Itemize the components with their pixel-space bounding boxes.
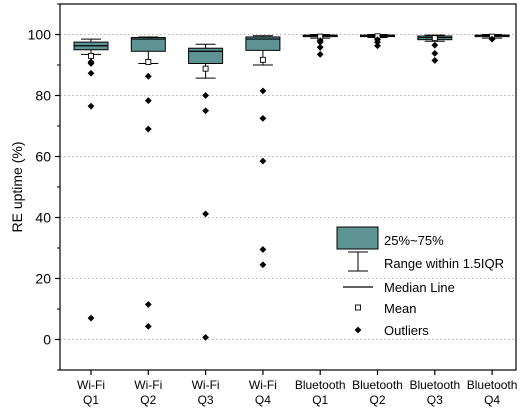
box-group: [474, 33, 510, 43]
box-group: [130, 36, 166, 330]
x-tick-label-line2: Q1: [312, 393, 328, 407]
outlier-point: [87, 314, 95, 322]
x-tick-label-line2: Q4: [484, 393, 500, 407]
outlier-point: [259, 246, 267, 253]
outlier-point: [316, 50, 324, 58]
x-tick-label-line1: Bluetooth: [352, 378, 403, 392]
x-tick-label-line1: Bluetooth: [409, 378, 460, 392]
box-iqr: [188, 47, 224, 64]
outlier-point: [374, 42, 381, 50]
box-group: [417, 34, 453, 64]
legend-mean-marker: [355, 304, 361, 311]
legend-label: Mean: [384, 301, 417, 316]
outlier-point: [87, 102, 95, 110]
outlier-point: [87, 69, 95, 77]
x-tick-label-line2: Q3: [198, 393, 214, 407]
outlier-point: [316, 38, 324, 46]
outlier-point: [144, 322, 152, 330]
y-tick-label: 40: [35, 210, 51, 226]
box-group: [188, 43, 224, 341]
box-group: [245, 35, 281, 269]
x-tick-label-line1: Bluetooth: [295, 378, 346, 392]
box-iqr: [245, 36, 281, 51]
legend-label: 25%~75%: [384, 233, 444, 248]
legend-label: Outliers: [384, 323, 429, 338]
legend-label: Range within 1.5IQR: [384, 256, 504, 271]
mean-marker: [145, 59, 152, 65]
x-tick-label-line1: Wi-Fi: [249, 378, 277, 392]
axes: 020406080100Wi-FiQ1Wi-FiQ2Wi-FiQ3Wi-FiQ4…: [28, 3, 518, 407]
box-series: [73, 33, 510, 341]
y-tick-label: 20: [35, 271, 51, 287]
y-tick-label: 100: [28, 27, 52, 43]
outlier-point: [144, 72, 152, 80]
plot-frame: [59, 3, 517, 371]
y-tick-label: 60: [35, 149, 51, 165]
legend-label: Median Line: [384, 280, 455, 295]
outlier-point: [431, 57, 439, 64]
y-tick-label: 0: [43, 332, 51, 348]
mean-marker: [202, 65, 209, 72]
outlier-point: [202, 107, 209, 115]
outlier-point: [202, 92, 209, 99]
outlier-point: [259, 261, 267, 269]
box-iqr: [130, 37, 166, 52]
x-tick-label-line2: Q2: [369, 393, 385, 407]
outlier-point: [87, 60, 95, 67]
outlier-point: [202, 210, 209, 218]
x-tick-label-line1: Bluetooth: [467, 378, 518, 392]
outlier-point: [144, 301, 152, 308]
outlier-point: [431, 50, 439, 57]
mean-marker: [259, 56, 266, 63]
x-tick-label-line2: Q4: [255, 393, 271, 407]
x-tick-label-line1: Wi-Fi: [77, 378, 105, 392]
mean-marker: [431, 35, 438, 42]
box-group: [360, 33, 395, 50]
outlier-point: [488, 35, 496, 43]
outlier-point: [144, 125, 152, 133]
outlier-point: [259, 114, 267, 122]
y-tick-label: 80: [35, 88, 51, 104]
outlier-point: [374, 38, 381, 46]
legend-outlier-marker: [354, 326, 362, 334]
grid-lines: [60, 34, 516, 340]
x-tick-label-line2: Q1: [83, 393, 99, 407]
outlier-point: [144, 97, 152, 105]
outlier-point: [259, 157, 267, 165]
legend-box-swatch: [336, 226, 379, 250]
outlier-point: [259, 87, 267, 95]
y-axis-label: RE uptime (%): [9, 141, 25, 232]
x-tick-label-line1: Wi-Fi: [192, 378, 220, 392]
outlier-point: [316, 43, 324, 51]
mean-marker: [88, 52, 94, 59]
x-tick-label-line2: Q3: [427, 393, 443, 407]
outlier-point: [202, 333, 209, 341]
x-tick-label-line1: Wi-Fi: [134, 378, 162, 392]
outlier-point: [431, 41, 439, 49]
legend: 25%~75% Range within 1.5IQR Median Line Mea…: [336, 226, 504, 338]
box-group: [302, 33, 338, 58]
box-group: [73, 38, 109, 322]
x-tick-label-line2: Q2: [140, 393, 156, 407]
